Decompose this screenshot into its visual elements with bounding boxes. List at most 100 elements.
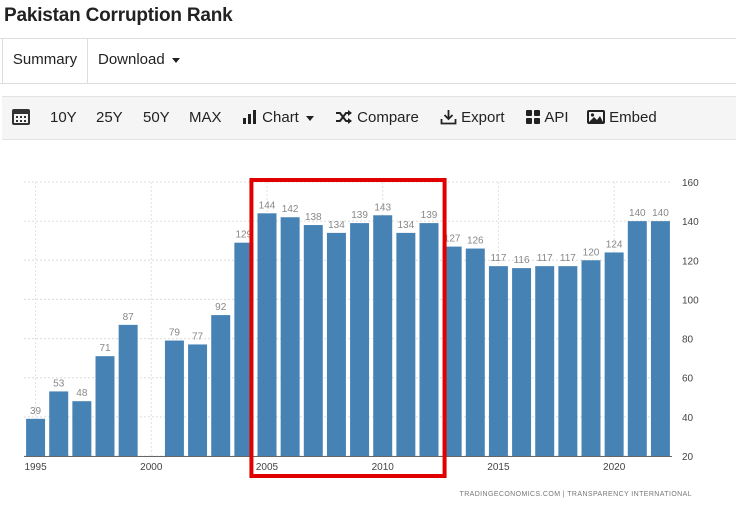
bar-value-label: 129 xyxy=(236,230,253,241)
bar xyxy=(49,391,69,456)
x-tick-label: 2015 xyxy=(487,462,510,473)
bar xyxy=(280,217,300,456)
download-icon xyxy=(440,109,457,124)
bar xyxy=(211,315,231,456)
y-tick-label: 140 xyxy=(682,217,699,228)
bar xyxy=(442,246,462,456)
bar-value-label: 120 xyxy=(583,247,600,258)
bar xyxy=(396,232,416,456)
y-tick-label: 60 xyxy=(682,374,694,385)
tabs-bar: Summary Download xyxy=(0,38,736,84)
bar-value-label: 134 xyxy=(328,220,345,231)
bar xyxy=(419,223,439,456)
bar-value-label: 138 xyxy=(305,212,322,223)
highlight-box xyxy=(249,178,447,478)
bar-value-label: 87 xyxy=(123,312,135,323)
bar xyxy=(303,225,323,456)
x-tick-label: 1995 xyxy=(24,462,47,473)
tab-download[interactable]: Download xyxy=(98,39,180,82)
calendar-icon xyxy=(12,109,30,126)
y-tick-label: 20 xyxy=(682,452,694,463)
bar xyxy=(257,213,277,456)
tab-summary-label: Summary xyxy=(12,51,78,68)
chevron-down-icon xyxy=(305,115,314,121)
y-tick-label: 100 xyxy=(682,295,699,306)
range-max-button[interactable]: MAX xyxy=(189,109,222,126)
image-icon xyxy=(587,109,605,124)
x-tick-label: 2010 xyxy=(372,462,395,473)
shuffle-icon xyxy=(336,109,352,124)
calendar-button[interactable] xyxy=(12,97,30,139)
embed-button[interactable]: Embed xyxy=(587,97,657,139)
bar-value-label: 117 xyxy=(560,253,576,264)
bar xyxy=(326,232,346,456)
x-tick-label: 2020 xyxy=(603,462,626,473)
compare-button[interactable]: Compare xyxy=(335,97,419,139)
api-button[interactable]: API xyxy=(525,97,569,139)
chart-type-label: Chart xyxy=(262,109,299,126)
bar xyxy=(512,268,532,456)
bar-value-label: 134 xyxy=(398,220,415,231)
bar xyxy=(581,260,601,456)
bar xyxy=(488,266,508,456)
export-label: Export xyxy=(461,109,505,126)
y-tick-label: 80 xyxy=(682,335,694,346)
bar xyxy=(558,266,578,456)
bar-chart-icon xyxy=(243,109,256,124)
bar xyxy=(350,223,370,456)
tab-summary[interactable]: Summary xyxy=(2,39,88,83)
bar xyxy=(465,248,485,456)
page-title: Pakistan Corruption Rank xyxy=(4,5,233,26)
bar-value-label: 127 xyxy=(444,234,461,245)
export-button[interactable]: Export xyxy=(440,97,505,139)
x-tick-label: 2005 xyxy=(256,462,279,473)
embed-label: Embed xyxy=(609,109,657,126)
bar xyxy=(627,221,647,456)
bar-value-label: 139 xyxy=(351,210,368,221)
bar-value-label: 71 xyxy=(99,343,111,354)
bar-value-label: 124 xyxy=(606,239,623,250)
y-tick-label: 40 xyxy=(682,413,694,424)
bar xyxy=(26,418,46,456)
bar-value-label: 79 xyxy=(169,328,181,339)
bar xyxy=(72,401,92,456)
bar-value-label: 53 xyxy=(53,378,65,389)
chevron-down-icon xyxy=(171,57,180,63)
y-tick-label: 160 xyxy=(682,178,699,189)
bar xyxy=(164,340,184,456)
source-credit: TRADINGECONOMICS.COM | TRANSPARENCY INTE… xyxy=(460,491,692,498)
bar-value-label: 77 xyxy=(192,331,204,342)
bar xyxy=(118,324,138,456)
bar xyxy=(535,266,555,456)
chart-type-button[interactable]: Chart xyxy=(242,97,314,139)
bar-value-label: 139 xyxy=(421,210,438,221)
bar xyxy=(234,242,254,456)
bar-value-label: 117 xyxy=(490,253,506,264)
range-10y-button[interactable]: 10Y xyxy=(50,109,77,126)
x-tick-label: 2000 xyxy=(140,462,163,473)
range-50y-button[interactable]: 50Y xyxy=(143,109,170,126)
range-25y-button[interactable]: 25Y xyxy=(96,109,123,126)
bar-value-label: 143 xyxy=(374,202,391,213)
bar-value-label: 48 xyxy=(76,388,88,399)
bar-value-label: 116 xyxy=(514,255,530,266)
bar xyxy=(604,252,624,456)
bar xyxy=(650,221,670,456)
bar xyxy=(373,215,393,456)
bar-value-label: 142 xyxy=(282,204,299,215)
grid-icon xyxy=(526,109,540,124)
compare-label: Compare xyxy=(357,109,419,126)
bar-value-label: 117 xyxy=(537,253,553,264)
bar-value-label: 140 xyxy=(652,208,669,219)
y-tick-label: 120 xyxy=(682,256,699,267)
bar xyxy=(188,344,208,456)
chart-toolbar: 10Y 25Y 50Y MAX Chart Compare Export API xyxy=(2,96,736,140)
tab-download-label: Download xyxy=(98,51,165,68)
bar-value-label: 126 xyxy=(467,236,484,247)
bar-value-label: 140 xyxy=(629,208,646,219)
bar-value-label: 144 xyxy=(259,200,276,211)
api-label: API xyxy=(544,109,569,126)
bar-value-label: 39 xyxy=(30,406,42,417)
bar xyxy=(95,356,115,456)
chart-area: 20 40 60 80 100 120 140 160 1995 2000 2005 2010 2015… xyxy=(0,140,736,524)
